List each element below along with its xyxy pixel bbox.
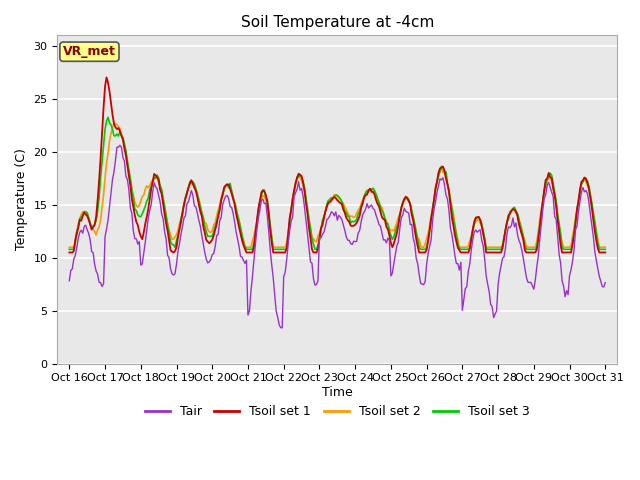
Text: VR_met: VR_met — [63, 45, 116, 58]
Tsoil set 1 — [602, 250, 609, 255]
X-axis label: Time: Time — [322, 386, 353, 399]
Tsoil set 2 — [538, 206, 545, 212]
Tsoil set 2 — [372, 192, 380, 197]
Tair — [539, 207, 547, 213]
Tsoil set 3 — [104, 114, 112, 120]
Tair — [116, 143, 124, 148]
Tsoil set 2 — [65, 244, 73, 250]
Tsoil set 3 — [390, 234, 397, 240]
Tsoil set 3 — [166, 239, 174, 244]
Tair — [65, 278, 73, 284]
Tair — [166, 266, 174, 272]
Title: Soil Temperature at -4cm: Soil Temperature at -4cm — [241, 15, 434, 30]
Tsoil set 1 — [102, 74, 110, 80]
Tsoil set 1 — [166, 247, 174, 253]
Tsoil set 1 — [65, 250, 73, 255]
Tsoil set 2 — [81, 211, 88, 216]
Tsoil set 2 — [166, 232, 174, 238]
Line: Tair: Tair — [69, 145, 605, 328]
Tsoil set 2 — [402, 193, 410, 199]
Tsoil set 3 — [372, 191, 380, 197]
Tair — [392, 252, 399, 258]
Tsoil set 2 — [110, 120, 118, 126]
Tair — [81, 224, 88, 229]
Tsoil set 1 — [372, 197, 380, 203]
Tsoil set 1 — [402, 194, 410, 200]
Tair — [403, 209, 411, 215]
Tair — [374, 216, 381, 222]
Tair — [278, 325, 286, 331]
Line: Tsoil set 2: Tsoil set 2 — [69, 123, 605, 247]
Tsoil set 1 — [390, 240, 397, 246]
Tsoil set 1 — [81, 210, 88, 216]
Tsoil set 2 — [602, 244, 609, 250]
Tair — [602, 280, 609, 286]
Tsoil set 1 — [538, 210, 545, 216]
Tsoil set 3 — [402, 196, 410, 202]
Line: Tsoil set 3: Tsoil set 3 — [69, 117, 605, 249]
Tsoil set 3 — [602, 246, 609, 252]
Y-axis label: Temperature (C): Temperature (C) — [15, 149, 28, 251]
Legend: Tair, Tsoil set 1, Tsoil set 2, Tsoil set 3: Tair, Tsoil set 1, Tsoil set 2, Tsoil se… — [140, 400, 534, 423]
Line: Tsoil set 1: Tsoil set 1 — [69, 77, 605, 252]
Tsoil set 3 — [65, 246, 73, 252]
Tsoil set 3 — [81, 209, 88, 215]
Tsoil set 3 — [538, 212, 545, 217]
Tsoil set 2 — [390, 228, 397, 234]
